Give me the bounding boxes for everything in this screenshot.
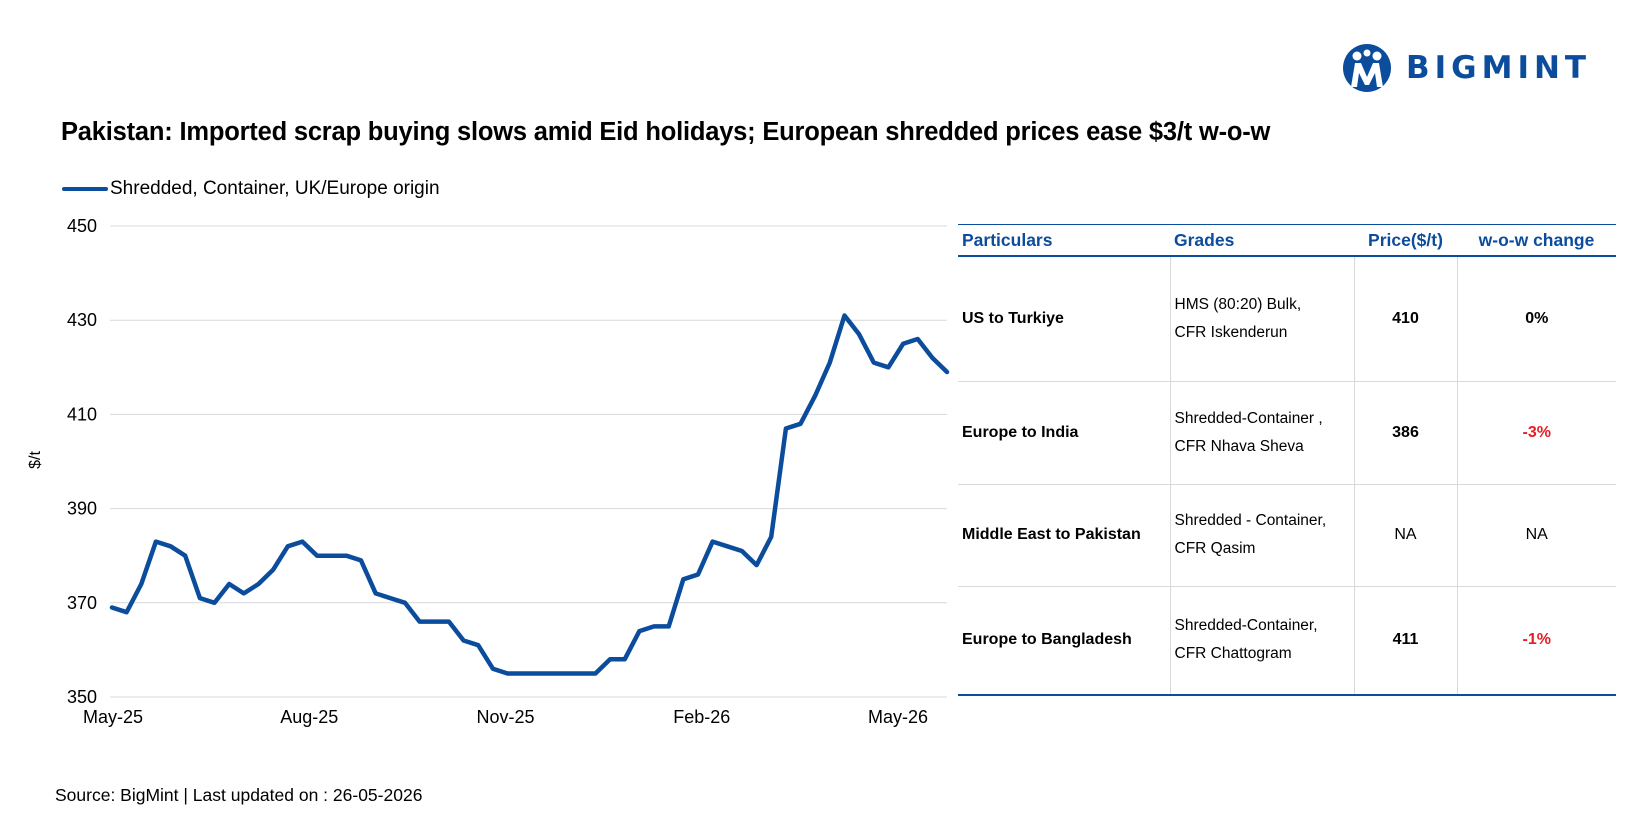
y-tick-label: 410: [67, 404, 97, 424]
y-tick-label: 390: [67, 499, 97, 519]
x-tick-label: Nov-25: [476, 707, 534, 727]
y-tick-label: 450: [67, 216, 97, 236]
x-tick-label: May-25: [83, 707, 143, 727]
grade-line: Shredded - Container,: [1174, 512, 1327, 529]
table-header-row: Particulars Grades Price($/t) w-o-w chan…: [958, 224, 1616, 257]
row-price: 411: [1353, 585, 1457, 696]
row-particular: Europe to Bangladesh: [958, 585, 1170, 696]
brand-name: BIGMINT: [1406, 50, 1592, 86]
row-change: 0%: [1456, 256, 1616, 381]
grade-line: Shredded-Container,: [1174, 617, 1318, 635]
table-row: US to Turkiye HMS (80:20) Bulk, CFR Isken…: [958, 256, 1616, 381]
table-row: Europe to Bangladesh Shredded-Container,…: [958, 585, 1616, 696]
header-grades: Grades: [1170, 224, 1354, 257]
row-grade: HMS (80:20) Bulk, CFR Iskenderun: [1169, 256, 1354, 381]
price-line-chart: 350 370 390 410 430 450 May-25 Aug-25 Nov-25 Feb…: [27, 216, 950, 727]
grade-line: CFR Qasim: [1174, 540, 1256, 557]
row-grade: Shredded-Container, CFR Chattogram: [1169, 585, 1354, 696]
header-change: w-o-w change: [1457, 224, 1616, 257]
row-change: NA: [1456, 483, 1616, 586]
row-particular: US to Turkiye: [962, 309, 1064, 327]
y-tick-label: 350: [67, 687, 97, 707]
grade-line: CFR Chattogram: [1174, 645, 1292, 663]
row-change: -1%: [1456, 585, 1616, 696]
row-particular: Europe to India: [958, 380, 1170, 484]
y-tick-label: 430: [67, 310, 97, 330]
grade-line: Shredded-Container ,: [1174, 409, 1323, 427]
row-price: NA: [1353, 483, 1457, 586]
chart-legend: Shredded, Container, UK/Europe origin: [62, 178, 440, 200]
series-line-shredded: [109, 313, 950, 676]
x-tick-label: May-26: [868, 707, 928, 727]
row-price: 410: [1353, 256, 1457, 381]
header-price: Price($/t): [1354, 224, 1457, 257]
price-table: Particulars Grades Price($/t) w-o-w chan…: [958, 224, 1616, 696]
row-change: -3%: [1456, 380, 1616, 484]
header-particulars: Particulars: [958, 224, 1170, 257]
legend-label: Shredded, Container, UK/Europe origin: [110, 178, 440, 199]
y-axis-label: $/t: [27, 451, 44, 469]
table-row: Middle East to Pakistan Shredded - Conta…: [958, 483, 1616, 586]
legend-swatch: [62, 187, 108, 191]
row-price: 386: [1353, 380, 1457, 484]
chart-title: Pakistan: Imported scrap buying slows am…: [61, 118, 1271, 146]
x-tick-label: Aug-25: [280, 707, 338, 727]
bigmint-logo-icon: [1343, 44, 1391, 92]
row-grade: Shredded - Container, CFR Qasim: [1169, 483, 1354, 586]
row-grade: Shredded-Container , CFR Nhava Sheva: [1169, 380, 1354, 484]
table-row: Europe to India Shredded-Container , CFR …: [958, 380, 1616, 484]
source-note: Source: BigMint | Last updated on : 26-0…: [55, 785, 423, 805]
brand-logo: BIGMINT: [1342, 42, 1591, 94]
y-tick-label: 370: [67, 593, 97, 613]
grade-line: CFR Iskenderun: [1174, 323, 1288, 341]
grade-line: HMS (80:20) Bulk,: [1174, 295, 1302, 313]
grade-line: CFR Nhava Sheva: [1174, 437, 1304, 455]
row-particular: Middle East to Pakistan: [958, 483, 1170, 586]
x-tick-label: Feb-26: [673, 707, 730, 727]
